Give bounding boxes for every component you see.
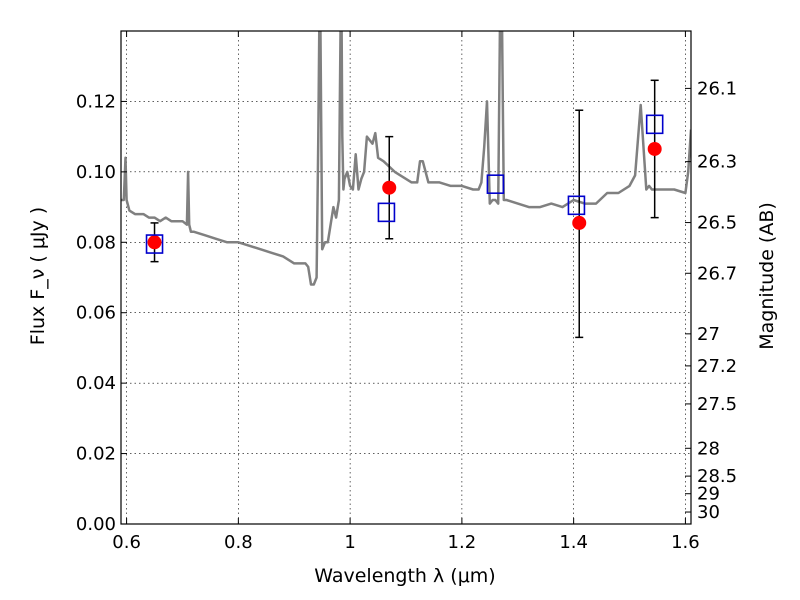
y2-tick-label: 26.7: [697, 263, 737, 284]
y2-tick-label: 26.3: [697, 152, 737, 173]
model-square: [145, 234, 164, 254]
plot-frame: [120, 30, 692, 525]
y2-tick-label: 30: [697, 502, 720, 523]
measured-point: [382, 180, 397, 195]
measured-point: [647, 141, 662, 156]
model-square: [645, 114, 664, 135]
model-spectrum: [121, 31, 691, 286]
y-tick-label: 0.02: [76, 444, 116, 465]
y-tick-label: 0.08: [76, 232, 116, 253]
y-axis-label: Flux F_ν ( μJy ): [27, 207, 49, 345]
model-square: [377, 202, 396, 223]
data-points: [145, 114, 664, 254]
measured-point: [147, 235, 162, 250]
y-tick-label: 0.00: [76, 514, 116, 535]
x-axis-label: Wavelength λ (μm): [314, 565, 495, 587]
y2-axis-label: Magnitude (AB): [756, 202, 778, 350]
y2-tick-label: 27.5: [697, 394, 737, 415]
measured-point: [572, 215, 587, 230]
grid: [121, 31, 691, 524]
model-square: [567, 195, 586, 216]
y2-tick-label: 26.5: [697, 213, 737, 234]
x-tick-label: 1.2: [448, 532, 477, 553]
y2-tick-label: 29: [697, 484, 720, 505]
x-tick-label: 0.8: [224, 532, 253, 553]
y-tick-label: 0.06: [76, 303, 116, 324]
x-tick-label: 1.6: [671, 532, 700, 553]
y2-tick-label: 28: [697, 438, 720, 459]
x-tick-label: 0.6: [112, 532, 141, 553]
y2-tick-label: 28.5: [697, 466, 737, 487]
ticks: 0.6 0.8 1 1.2 1.4 1.6 0.00 0.02 0.04 0.06 0.08 0.10…: [76, 31, 737, 553]
y2-tick-label: 26.1: [697, 78, 737, 99]
y2-tick-label: 27: [697, 324, 720, 345]
y2-tick-label: 27.2: [697, 356, 737, 377]
x-tick-label: 1: [344, 532, 355, 553]
y-tick-label: 0.10: [76, 162, 116, 183]
error-bars: [150, 79, 659, 339]
spectrum-line: [121, 31, 691, 286]
y-tick-label: 0.12: [76, 91, 116, 112]
x-tick-label: 1.4: [559, 532, 588, 553]
model-square: [486, 174, 505, 194]
y-tick-label: 0.04: [76, 373, 116, 394]
